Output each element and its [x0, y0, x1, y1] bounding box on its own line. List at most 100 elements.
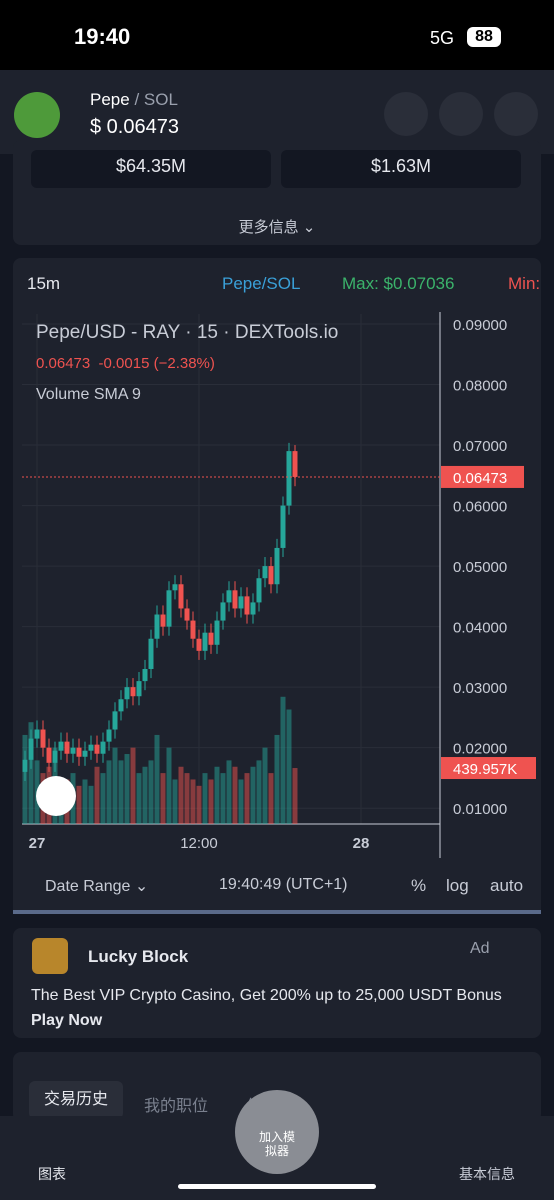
stat: $1.63M	[281, 150, 521, 188]
date-range[interactable]: Date Range ⌄	[45, 878, 149, 895]
home-indicator	[178, 1184, 376, 1189]
legend-volume: Volume SMA 9	[36, 386, 141, 403]
date-range-label: Date Range	[45, 878, 131, 895]
volume-bar	[202, 773, 208, 824]
interval[interactable]: 15m	[27, 274, 61, 293]
candle-body	[58, 741, 64, 751]
chart-clock: 19:40:49 (UTC+1)	[219, 876, 348, 893]
candle-body	[94, 744, 100, 754]
volume-bar	[112, 747, 118, 824]
y-tick-label: 0.09000	[453, 317, 507, 334]
price: $ 0.06473	[90, 116, 179, 138]
candle-body	[226, 590, 232, 603]
candle-body	[112, 711, 118, 730]
volume-bar	[166, 747, 172, 824]
candle-body	[88, 744, 94, 751]
volume-bar	[220, 773, 226, 824]
tab[interactable]: 我的职位	[144, 1098, 209, 1115]
more-info[interactable]: 更多信息 ⌄	[238, 219, 316, 236]
volume-bar	[274, 734, 280, 824]
volume-bar	[280, 696, 286, 824]
volume-bar	[100, 773, 106, 824]
y-tick-label: 0.08000	[453, 378, 507, 395]
resize-bar[interactable]	[13, 910, 541, 914]
y-tick-label: 0.01000	[453, 801, 507, 818]
last-volume-label: 439.957K	[453, 761, 517, 778]
chart: 0.01000 0.02000 0.03000 0.04000 0.05000 0.060…	[22, 312, 536, 858]
volume-bar	[76, 785, 82, 824]
ad-cta[interactable]: Play Now	[31, 1012, 103, 1029]
candle-body	[100, 741, 106, 754]
nav-info[interactable]: 基本信息	[459, 1166, 515, 1182]
log-button[interactable]: log	[446, 876, 469, 895]
legend-title: Pepe/USD - RAY · 15 · DEXTools.io	[36, 322, 339, 343]
volume-bar	[154, 734, 160, 824]
candle-body	[76, 747, 82, 757]
candle-body	[178, 584, 184, 609]
candle-body	[52, 750, 58, 763]
candle-body	[238, 596, 244, 609]
volume-bar	[172, 779, 178, 824]
candle-body	[82, 750, 88, 757]
menu-button[interactable]	[494, 92, 538, 136]
token-logo	[14, 92, 60, 138]
status-bar	[0, 0, 554, 70]
network: 5G	[430, 28, 455, 48]
candle-body	[142, 668, 148, 682]
last-volume-box	[441, 757, 536, 780]
nav-chart[interactable]: 图表	[38, 1166, 66, 1182]
volume-bar	[124, 754, 130, 824]
ad-logo	[32, 938, 68, 974]
ad-panel[interactable]	[13, 928, 541, 1038]
max: Max: $0.07036	[342, 274, 455, 293]
volume-bar	[244, 773, 250, 824]
percent-button[interactable]: %	[411, 876, 427, 895]
y-tick-label: 0.02000	[453, 741, 507, 758]
quote: / SOL	[134, 90, 178, 109]
candle-body	[64, 741, 70, 754]
candle-body	[220, 602, 226, 621]
tradingview-logo	[36, 776, 76, 816]
volume-bar	[136, 773, 142, 824]
candle-body	[172, 584, 178, 591]
volume-bar	[28, 722, 34, 824]
y-tick-label: 0.03000	[453, 680, 507, 697]
x-tick-label: 27	[29, 835, 46, 852]
ad-tag: Ad	[470, 940, 490, 957]
volume-bar	[226, 760, 232, 824]
stat: $64.35M	[31, 150, 271, 188]
candle-body	[184, 608, 190, 621]
candle-body	[196, 638, 202, 651]
volume-bar	[250, 766, 256, 824]
volume-bar	[178, 766, 184, 824]
volume-bar	[106, 760, 112, 824]
favorite-button[interactable]	[439, 92, 483, 136]
candle-body	[118, 699, 124, 712]
tab[interactable]: 交易历史	[29, 1081, 123, 1119]
candle-body	[256, 578, 262, 603]
candle-body	[124, 687, 130, 700]
volume-bar	[292, 768, 298, 824]
simulator-button[interactable]: 加入模拟器	[235, 1090, 319, 1174]
last-price-box	[441, 465, 524, 488]
candle-body	[160, 614, 166, 627]
auto-button[interactable]: auto	[490, 876, 524, 895]
candle-body	[250, 602, 256, 615]
y-tick-label: 0.06000	[453, 499, 507, 516]
candle-body	[190, 620, 196, 639]
candle-body	[22, 759, 28, 772]
candle-body	[262, 566, 268, 579]
legend-quote: 0.06473 -0.0015 (−2.38%)	[36, 355, 215, 372]
search-button[interactable]	[384, 92, 428, 136]
simulator-label: 加入模拟器	[258, 1130, 295, 1158]
x-tick-label: 28	[353, 835, 370, 852]
candle-body	[292, 451, 298, 477]
volume-bar	[94, 766, 100, 824]
candle-body	[244, 596, 250, 615]
ad-body: The Best VIP Crypto Casino, Get 200% up …	[31, 987, 502, 1004]
toolbar-pair: Pepe/SOL	[222, 274, 301, 293]
volume-bar	[214, 766, 220, 824]
min: Min:	[508, 274, 541, 293]
clock: 19:40	[74, 24, 131, 49]
last-price-label: 0.06473	[453, 470, 507, 487]
